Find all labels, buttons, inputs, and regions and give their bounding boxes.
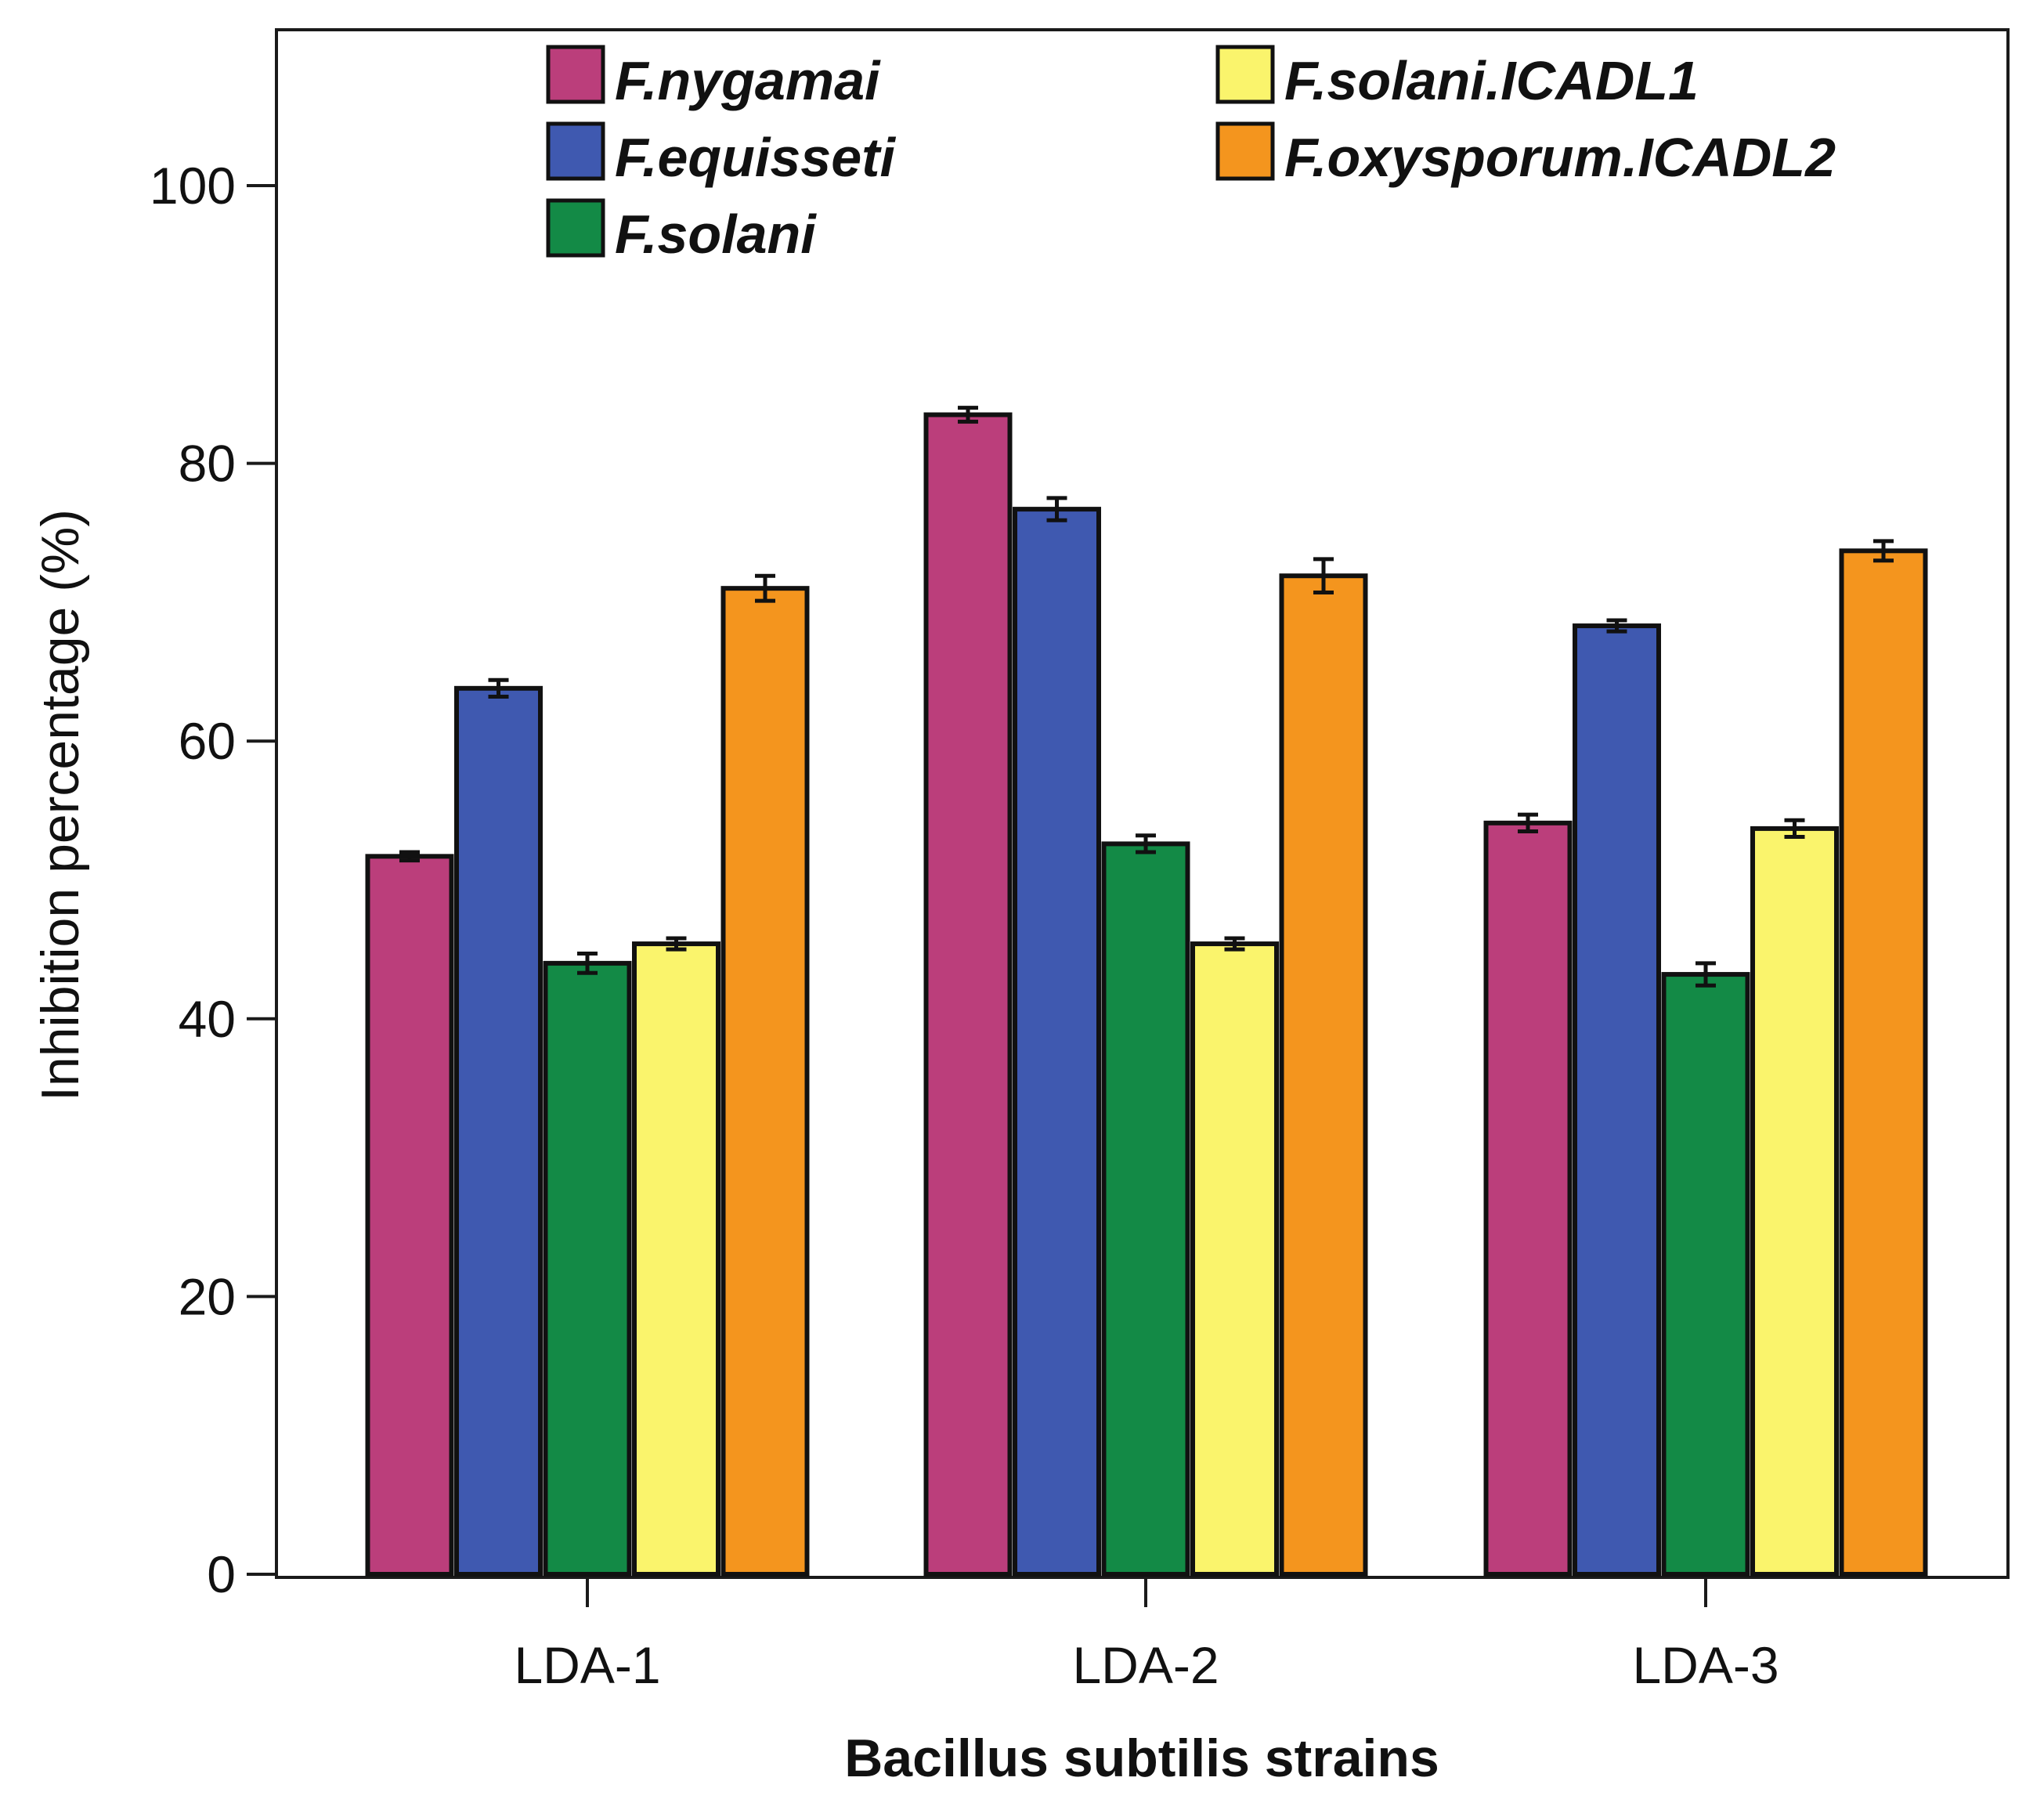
y-tick-label-40: 40 <box>179 990 236 1048</box>
legend-swatch-f-solani-icadl1 <box>1215 45 1275 104</box>
x-tick-label-lda-2: LDA-2 <box>1072 1636 1219 1694</box>
legend-swatch-f-nygamai <box>546 45 605 104</box>
legend-swatch-f-solani <box>546 198 605 258</box>
y-axis: 0 20 40 60 80 100 <box>150 157 276 1603</box>
y-tick-label-60: 60 <box>179 712 236 770</box>
bar-lda-2-f-equisseti <box>1013 507 1101 1577</box>
legend-swatch-f-oxysporum-icadl2 <box>1215 121 1275 181</box>
legend-label-f-solani-icadl1: F.solani.ICADL1 <box>1284 50 1699 111</box>
bar-lda-2-f-solani-icadl1 <box>1190 941 1279 1577</box>
bar-lda-3-f-solani <box>1661 972 1750 1577</box>
error-bars <box>399 406 1894 988</box>
y-axis-title: Inhibition percentage (%) <box>31 509 90 1101</box>
bar-lda-1-f-solani <box>543 960 632 1577</box>
bar-lda-1-f-solani-icadl1 <box>632 941 720 1577</box>
legend-label-f-nygamai: F.nygamai <box>615 50 881 111</box>
y-tick-label-80: 80 <box>179 435 236 493</box>
legend-swatch-f-equisseti <box>546 121 605 181</box>
y-tick-label-100: 100 <box>150 157 236 215</box>
bar-lda-3-f-solani-icadl1 <box>1750 826 1839 1577</box>
bar-lda-2-f-solani <box>1101 841 1190 1577</box>
legend-label-f-equisseti: F.equisseti <box>615 127 896 188</box>
legend: F.nygamai F.equisseti F.solani F.solani.… <box>546 45 1836 265</box>
x-axis-title: Bacillus subtilis strains <box>844 1729 1439 1788</box>
bar-lda-1-f-nygamai <box>365 854 454 1577</box>
bar-lda-2-f-oxysporum-icadl2 <box>1279 573 1368 1577</box>
y-tick-label-20: 20 <box>179 1267 236 1325</box>
y-tick-label-0: 0 <box>207 1545 236 1603</box>
x-tick-label-lda-1: LDA-1 <box>514 1636 660 1694</box>
x-axis: LDA-1 LDA-2 LDA-3 <box>514 1577 1779 1694</box>
bar-lda-2-f-nygamai <box>923 412 1013 1577</box>
bar-lda-3-f-nygamai <box>1483 820 1573 1577</box>
x-tick-label-lda-3: LDA-3 <box>1632 1636 1779 1694</box>
legend-label-f-oxysporum-icadl2: F.oxysporum.ICADL2 <box>1284 127 1836 188</box>
legend-label-f-solani: F.solani <box>615 204 817 265</box>
bar-lda-1-f-oxysporum-icadl2 <box>720 586 810 1577</box>
bar-lda-3-f-oxysporum-icadl2 <box>1839 548 1928 1577</box>
bar-lda-3-f-equisseti <box>1573 623 1661 1577</box>
bar-lda-1-f-equisseti <box>454 685 543 1577</box>
